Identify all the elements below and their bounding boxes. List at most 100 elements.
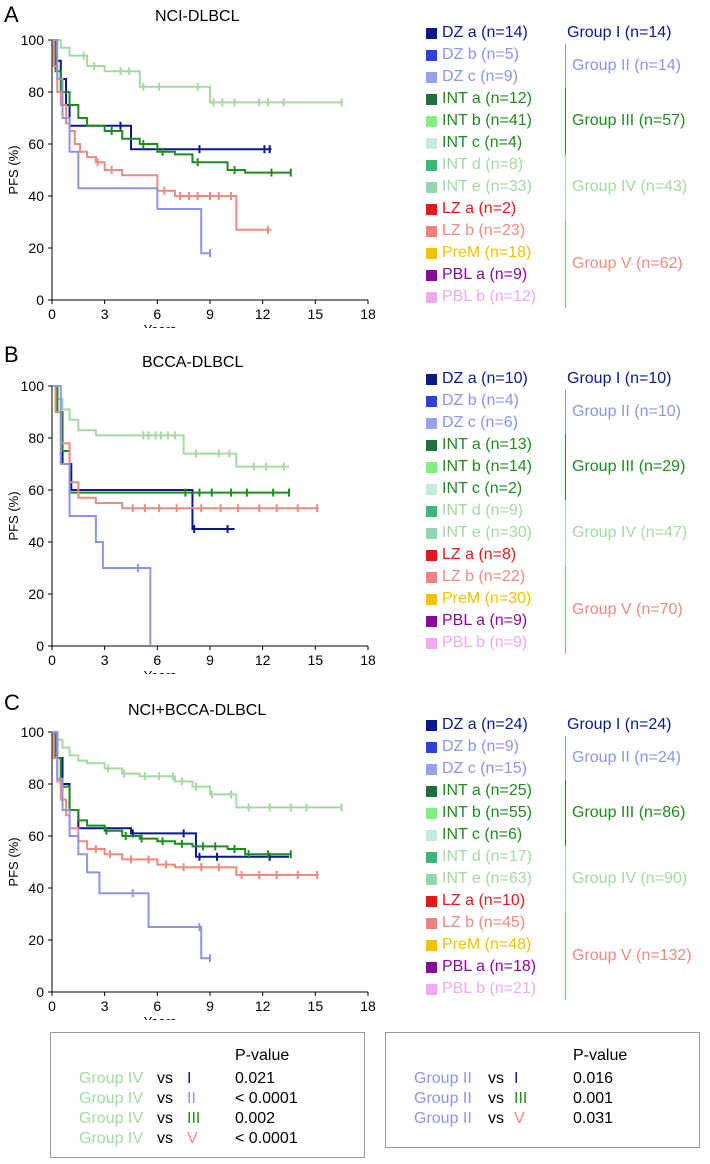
legend-label: PBL b (n=9) xyxy=(442,634,528,651)
legend-label: INT a (n=25) xyxy=(442,782,532,799)
legend-label: DZ b (n=4) xyxy=(442,392,519,409)
y-tick-label: 20 xyxy=(28,586,44,602)
km-curve-group-ii xyxy=(52,731,210,960)
y-axis-label: PFS (%) xyxy=(6,491,21,540)
legend-swatch xyxy=(426,983,437,995)
y-tick-label: 40 xyxy=(28,188,44,204)
legend-swatch xyxy=(426,439,437,451)
legend-label: INT a (n=13) xyxy=(442,436,532,453)
pvalue-table-group-ii: P-value Group II vs I 0.016 Group II vs III 0.0… xyxy=(385,1032,700,1148)
y-tick-label: 40 xyxy=(28,880,44,896)
legend-swatch xyxy=(426,269,437,281)
km-curve-group-iii xyxy=(52,731,291,856)
pvalue-group-b: I xyxy=(514,1070,519,1087)
pvalue-group-b: V xyxy=(514,1110,525,1127)
group-bracket xyxy=(565,736,566,780)
legend-item: DZ b (n=9) xyxy=(426,738,519,756)
legend-swatch xyxy=(426,741,437,753)
y-tick-label: 80 xyxy=(28,776,44,792)
legend-label: PreM (n=18) xyxy=(442,244,532,261)
legend-item: PreM (n=48) xyxy=(426,936,531,954)
legend-swatch xyxy=(426,637,437,649)
legend-swatch xyxy=(426,807,437,819)
pvalue-vs: vs xyxy=(157,1110,173,1127)
legend-item: DZ b (n=4) xyxy=(426,392,519,410)
x-tick-label: 6 xyxy=(153,652,161,668)
legend-item: INT d (n=8) xyxy=(426,156,523,174)
group-label: Group V (n=132) xyxy=(572,947,692,964)
legend-swatch xyxy=(426,763,437,775)
y-tick-label: 80 xyxy=(28,430,44,446)
legend-swatch xyxy=(426,593,437,605)
legend-swatch xyxy=(426,49,437,61)
y-tick-label: 100 xyxy=(21,724,45,740)
panel-letter-a: A xyxy=(4,2,19,27)
y-tick-label: 40 xyxy=(28,534,44,550)
legend-swatch xyxy=(426,291,437,303)
pvalue-value: 0.031 xyxy=(573,1110,614,1127)
legend-swatch xyxy=(426,895,437,907)
legend-label: LZ b (n=45) xyxy=(442,914,526,931)
legend-swatch xyxy=(426,615,437,627)
legend-label: INT e (n=30) xyxy=(442,524,532,541)
legend-label: LZ b (n=23) xyxy=(442,222,526,239)
group-label: Group III (n=57) xyxy=(572,112,686,129)
legend-label: LZ b (n=22) xyxy=(442,568,526,585)
legend-item: PBL a (n=18) xyxy=(426,958,536,976)
pvalue-group-b: I xyxy=(187,1070,192,1087)
km-curve-group-iii xyxy=(52,39,291,174)
legend-swatch xyxy=(426,395,437,407)
legend-item: INT c (n=6) xyxy=(426,826,522,844)
x-tick-label: 12 xyxy=(255,306,271,322)
panel-title-a: NCI-DLBCL xyxy=(155,8,240,25)
y-tick-label: 80 xyxy=(28,84,44,100)
y-axis-label: PFS (%) xyxy=(6,837,21,886)
group-bracket xyxy=(565,846,566,912)
legend-item: PBL a (n=9) xyxy=(426,266,527,284)
x-axis-label: Years xyxy=(144,1014,177,1020)
legend-item: INT e (n=30) xyxy=(426,524,532,542)
legend-item: DZ a (n=10) xyxy=(426,370,528,388)
y-tick-label: 100 xyxy=(21,378,45,394)
x-tick-label: 9 xyxy=(206,306,214,322)
legend-swatch xyxy=(426,483,437,495)
legend-item: DZ c (n=9) xyxy=(426,68,518,86)
pvalue-group-b: III xyxy=(187,1110,201,1127)
group-label: Group IV (n=47) xyxy=(572,524,688,541)
x-tick-label: 18 xyxy=(360,652,376,668)
group-bracket xyxy=(565,154,566,220)
pvalue-group-a: Group IV xyxy=(79,1130,144,1147)
legend-label: DZ b (n=5) xyxy=(442,46,519,63)
km-curve-group-i xyxy=(52,731,289,858)
legend-swatch xyxy=(426,461,437,473)
km-curve-group-v xyxy=(52,731,319,876)
legend-label: DZ a (n=10) xyxy=(442,370,528,387)
x-tick-label: 3 xyxy=(101,306,109,322)
legend-item: LZ b (n=22) xyxy=(426,568,525,586)
group-bracket xyxy=(565,780,566,846)
group-label: Group II (n=24) xyxy=(572,749,681,766)
legend-label: DZ c (n=15) xyxy=(442,760,527,777)
group-bracket xyxy=(565,44,566,88)
legend-label: LZ a (n=10) xyxy=(442,892,526,909)
pvalue-group-a: Group II xyxy=(414,1090,472,1107)
x-tick-label: 15 xyxy=(308,998,324,1014)
pvalue-vs: vs xyxy=(157,1130,173,1147)
pvalue-header: P-value xyxy=(573,1047,628,1064)
legend-swatch xyxy=(426,203,437,215)
x-axis-label: Years xyxy=(144,668,177,674)
x-tick-label: 9 xyxy=(206,652,214,668)
legend-swatch xyxy=(426,225,437,237)
legend-item: INT e (n=63) xyxy=(426,870,532,888)
legend-item: PBL a (n=9) xyxy=(426,612,527,630)
legend-label: INT b (n=55) xyxy=(442,804,532,821)
legend-label: INT a (n=12) xyxy=(442,90,532,107)
pvalue-value: 0.001 xyxy=(573,1090,614,1107)
y-tick-label: 0 xyxy=(36,292,44,308)
legend-swatch xyxy=(426,851,437,863)
km-curve-group-iii xyxy=(52,385,289,494)
pvalue-value: < 0.0001 xyxy=(235,1130,298,1147)
legend-item: LZ a (n=2) xyxy=(426,200,516,218)
legend-item: PreM (n=30) xyxy=(426,590,531,608)
legend-label: INT c (n=4) xyxy=(442,134,523,151)
